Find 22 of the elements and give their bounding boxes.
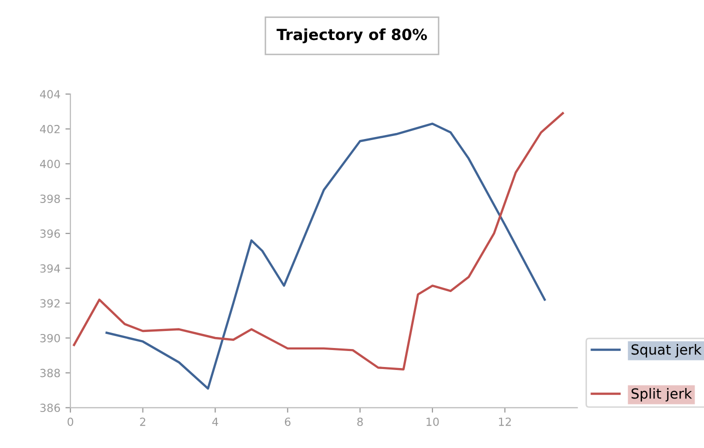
x-tick-label: 4 xyxy=(212,418,218,426)
line-series xyxy=(72,112,564,370)
y-tick-label: 400 xyxy=(40,160,60,168)
y-tick-label: 390 xyxy=(40,334,60,342)
line-series xyxy=(105,122,546,390)
y-tick-label: 388 xyxy=(40,368,60,378)
y-tick-label: 404 xyxy=(40,90,60,98)
y-tick-label: 394 xyxy=(40,264,60,273)
x-tick-label: 0 xyxy=(68,418,74,426)
legend-label: Squat jerk xyxy=(632,344,702,358)
x-tick-label: 2 xyxy=(140,418,146,426)
x-tick-label: 8 xyxy=(357,418,363,426)
x-tick-label: 6 xyxy=(284,418,290,426)
x-tick-label: 10 xyxy=(426,418,439,426)
x-tick-label: 12 xyxy=(499,418,511,426)
chart-title: Trajectory of 80% xyxy=(276,28,427,44)
y-tick-label: 392 xyxy=(40,299,60,308)
y-tick-label: 402 xyxy=(40,124,60,134)
y-tick-label: 386 xyxy=(40,404,60,412)
legend-label: Split jerk xyxy=(632,388,692,402)
y-tick-label: 396 xyxy=(40,229,60,238)
y-tick-label: 398 xyxy=(40,194,60,203)
